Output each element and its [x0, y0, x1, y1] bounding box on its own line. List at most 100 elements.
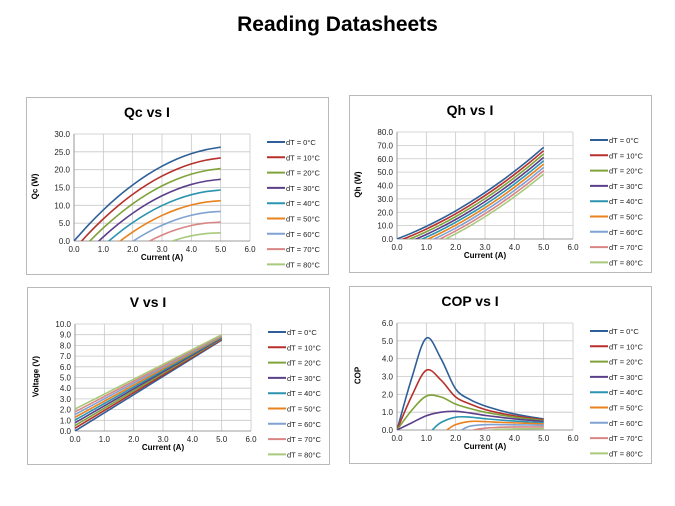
legend-label: dT = 50°C	[287, 405, 322, 414]
legend-label: dT = 60°C	[609, 419, 644, 428]
series-line-dt-40	[75, 336, 223, 421]
x-tick-label: 2.0	[128, 435, 140, 444]
x-tick-label: 3.0	[157, 435, 169, 444]
legend-label: dT = 0°C	[609, 136, 639, 145]
y-tick-label: 7.0	[60, 352, 72, 361]
y-tick-label: 20.0	[377, 208, 393, 217]
series-line-dt-60	[432, 166, 545, 239]
y-axis-label: COP	[353, 366, 363, 385]
y-tick-label: 10.0	[377, 222, 393, 231]
series-line-dt-70	[438, 170, 545, 239]
series-line-dt-80	[490, 427, 544, 430]
y-tick-label: 0.0	[382, 426, 394, 435]
legend-label: dT = 60°C	[286, 230, 321, 239]
y-tick-label: 15.0	[54, 184, 70, 193]
series-line-dt-20	[407, 153, 545, 239]
x-tick-label: 4.0	[509, 434, 521, 443]
y-tick-label: 9.0	[60, 331, 72, 340]
y-tick-label: 3.0	[60, 395, 72, 404]
legend-label: dT = 10°C	[287, 343, 322, 352]
legend-label: dT = 60°C	[287, 420, 322, 429]
x-tick-label: 3.0	[156, 245, 168, 254]
y-tick-label: 8.0	[60, 341, 72, 350]
series-group	[74, 146, 221, 241]
y-tick-label: 30.0	[54, 130, 70, 139]
chart-canvas: 0.0 10.0 20.0 30.0 40.0 50.0 60.0 70.0 80.0 0.0 1.…	[377, 128, 644, 267]
legend-label: dT = 40°C	[286, 199, 321, 208]
series-line-dt-10	[401, 150, 545, 239]
series-line-dt-10	[397, 368, 544, 430]
legend-label: dT = 20°C	[287, 359, 322, 368]
legend-label: dT = 70°C	[609, 243, 644, 252]
x-axis-label: Current (A)	[463, 251, 507, 260]
y-tick-label: 0.0	[382, 235, 394, 244]
series-line-dt-70	[473, 426, 544, 430]
y-tick-label: 10.0	[55, 320, 71, 329]
series-line-dt-60	[131, 210, 221, 241]
legend-label: dT = 70°C	[287, 435, 322, 444]
y-tick-label: 5.0	[60, 374, 72, 383]
series-line-dt-80	[443, 173, 545, 239]
y-tick-label: 4.0	[382, 355, 394, 364]
x-tick-label: 2.0	[450, 243, 462, 252]
x-tick-label: 1.0	[421, 434, 433, 443]
series-line-dt-20	[88, 167, 221, 241]
y-tick-label: 30.0	[377, 195, 393, 204]
series-line-dt-0	[397, 336, 544, 430]
legend-label: dT = 70°C	[286, 245, 321, 254]
x-axis-label: Current (A)	[140, 253, 184, 262]
series-line-dt-30	[75, 337, 223, 424]
chart-title: COP vs I	[441, 293, 499, 309]
chart-canvas: 0.0 5.0 10.0 15.0 20.0 25.0 30.0 0.0 1.0 2.0 3.0 4.…	[54, 130, 321, 269]
legend-label: dT = 50°C	[609, 404, 644, 413]
legend-label: dT = 0°C	[287, 328, 317, 337]
legend-label: dT = 10°C	[286, 153, 321, 162]
x-tick-label: 6.0	[567, 243, 579, 252]
y-tick-label: 80.0	[377, 128, 393, 137]
legend-label: dT = 20°C	[609, 167, 644, 176]
chart-canvas: 0.0 1.0 2.0 3.0 4.0 5.0 6.0 0.0 1.0 2.0 3.0 4.0 5.0 6…	[382, 319, 644, 458]
series-line-dt-70	[147, 221, 221, 241]
series-line-dt-50	[446, 420, 544, 430]
series-line-dt-60	[75, 335, 223, 416]
x-tick-label: 1.0	[421, 243, 433, 252]
x-tick-label: 0.0	[69, 435, 81, 444]
legend-label: dT = 30°C	[286, 184, 321, 193]
y-tick-label: 1.0	[60, 416, 72, 425]
series-group	[397, 146, 545, 239]
legend-label: dT = 30°C	[609, 373, 644, 382]
chart-v-vs-i: 0.0 1.0 2.0 3.0 4.0 5.0 6.0 7.0 8.0 9.0 10.0 0.0 1.0…	[27, 287, 330, 465]
legend-label: dT = 10°C	[609, 151, 644, 160]
y-tick-label: 2.0	[60, 406, 72, 415]
series-line-dt-30	[97, 178, 221, 241]
y-tick-label: 40.0	[377, 182, 393, 191]
chart-title: Qh vs I	[446, 102, 494, 118]
legend-label: dT = 0°C	[609, 327, 639, 336]
y-tick-label: 5.0	[59, 219, 71, 228]
x-tick-label: 6.0	[567, 434, 579, 443]
y-tick-label: 10.0	[54, 201, 70, 210]
y-tick-label: 6.0	[382, 319, 394, 328]
series-line-dt-80	[170, 232, 221, 241]
legend-label: dT = 20°C	[286, 169, 321, 178]
series-line-dt-50	[426, 163, 545, 239]
x-tick-label: 2.0	[127, 245, 139, 254]
series-line-dt-30	[397, 410, 544, 430]
series-line-dt-30	[414, 156, 545, 239]
y-axis-label: Voltage (V)	[31, 355, 41, 398]
series-line-dt-70	[75, 334, 223, 413]
legend-label: dT = 80°C	[609, 258, 644, 267]
y-axis-label: Qh (W)	[353, 171, 363, 198]
x-tick-label: 6.0	[244, 245, 256, 254]
series-line-dt-20	[75, 337, 223, 427]
y-tick-label: 20.0	[54, 166, 70, 175]
x-tick-label: 4.0	[509, 243, 521, 252]
y-tick-label: 70.0	[377, 141, 393, 150]
series-line-dt-80	[75, 333, 223, 410]
legend-label: dT = 80°C	[286, 260, 321, 269]
series-group	[397, 336, 544, 430]
y-tick-label: 0.0	[59, 237, 71, 246]
x-tick-label: 0.0	[68, 245, 80, 254]
series-line-dt-60	[461, 423, 544, 430]
series-line-dt-0	[75, 339, 223, 431]
